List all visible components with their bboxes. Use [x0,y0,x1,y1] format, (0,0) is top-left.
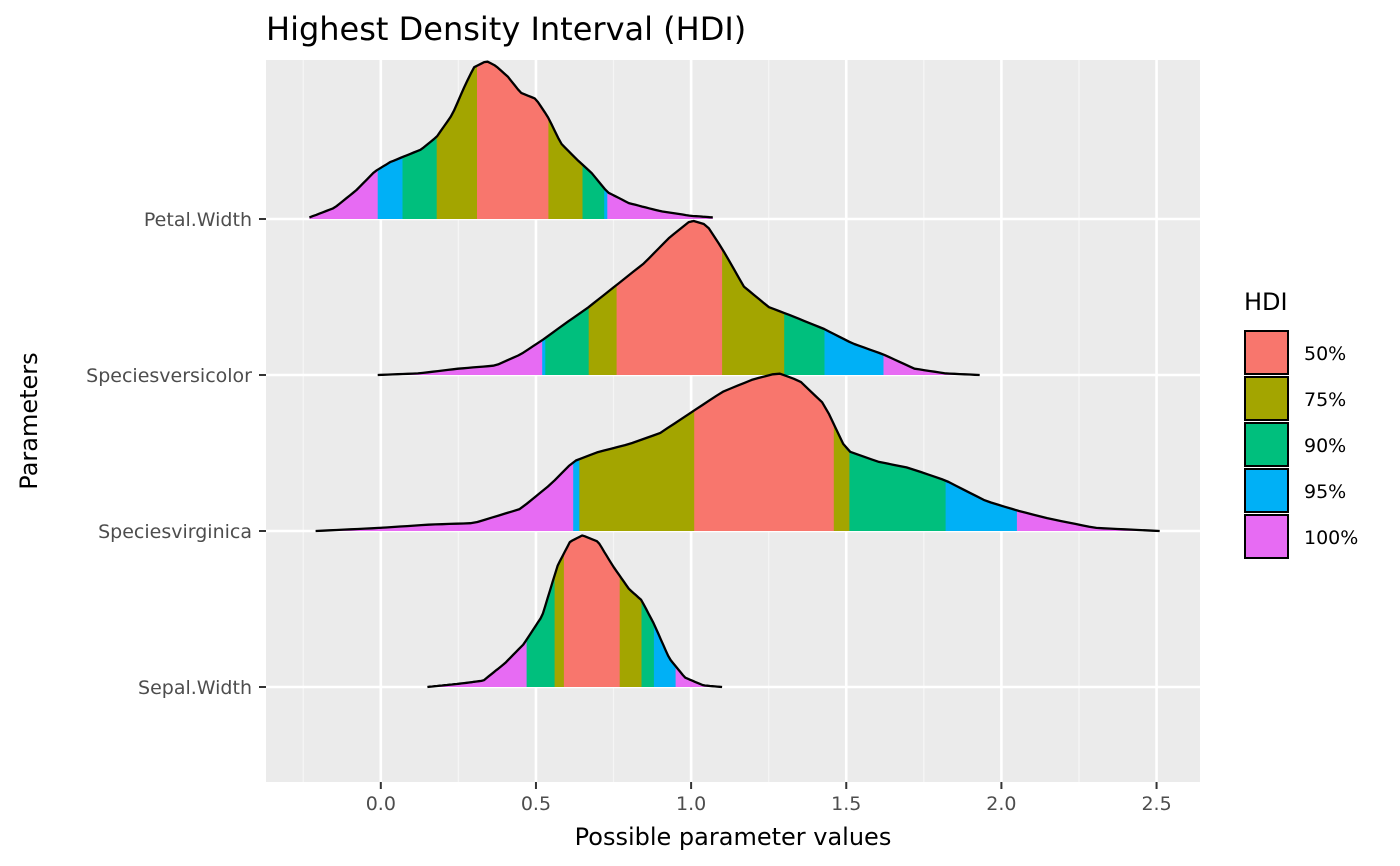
y-tick-label: Petal.Width [144,209,252,231]
density-outline [315,372,1160,533]
hdi-band-50 [563,535,620,687]
legend: HDI 50% 75% 90% 95% 100% [1244,288,1358,559]
density-outline [427,534,723,689]
hdi-band-50 [477,61,549,219]
y-axis-title: Parameters [15,352,43,489]
y-tick-label: Speciesversicolor [86,365,252,387]
ridge-petal-width [308,60,713,220]
x-axis-title: Possible parameter values [575,823,892,851]
chart-title: Highest Density Interval (HDI) [266,10,746,48]
x-axis: 0.0 0.5 1.0 1.5 2.0 2.5 [366,782,1172,815]
hdi-band-50 [694,373,834,531]
legend-label: 90% [1304,435,1346,457]
density-outline [377,219,980,377]
x-tick-label: 2.5 [1141,793,1171,815]
legend-label: 100% [1304,527,1358,549]
ridge-speciesversicolor [377,219,980,377]
legend-title: HDI [1244,288,1288,316]
x-tick-label: 0.0 [366,793,396,815]
y-tick-label: Sepal.Width [138,677,252,699]
legend-swatch [1244,514,1289,559]
legend-swatch [1244,330,1289,375]
ridge-speciesvirginica [315,372,1160,533]
ridge-sepal-width [427,534,723,689]
x-tick-label: 2.0 [986,793,1016,815]
legend-swatch [1244,468,1289,513]
legend-swatch [1244,376,1289,421]
y-tick-label: Speciesvirginica [98,521,252,543]
legend-label: 75% [1304,389,1346,411]
legend-label: 95% [1304,481,1346,503]
hdi-band-50 [616,220,723,375]
legend-label: 50% [1304,343,1346,365]
x-tick-label: 0.5 [521,793,551,815]
legend-swatch [1244,422,1289,467]
x-tick-label: 1.5 [831,793,861,815]
density-outline [308,60,713,219]
x-tick-label: 1.0 [676,793,706,815]
density-ridges [308,60,1160,689]
y-axis: Petal.Width Speciesversicolor Speciesvirgi… [86,209,266,699]
